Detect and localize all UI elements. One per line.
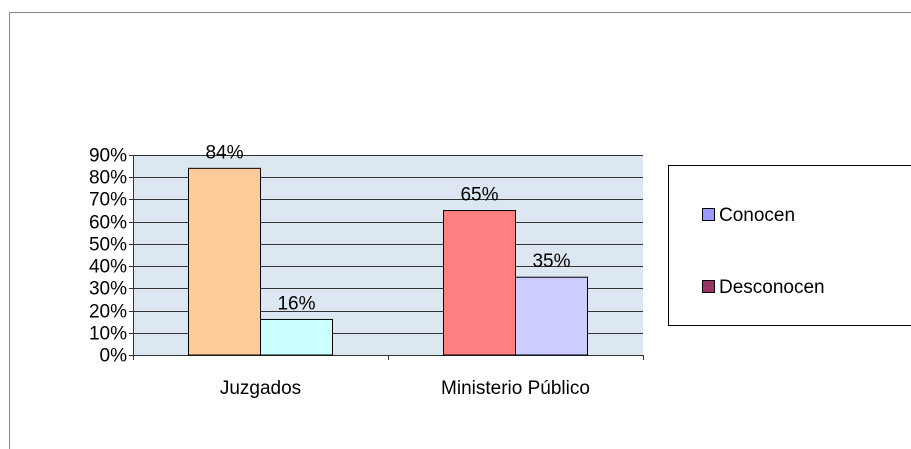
x-tick-label: Ministerio Público — [441, 378, 590, 399]
value-label: 16% — [277, 293, 315, 314]
bar — [260, 318, 333, 356]
y-tick-label: 10% — [89, 324, 127, 345]
legend-label: Conocen — [719, 205, 795, 226]
y-tick-label: 50% — [89, 235, 127, 256]
bar — [443, 210, 516, 356]
legend-swatch — [702, 208, 715, 221]
bar — [515, 276, 588, 356]
value-label: 35% — [532, 251, 570, 272]
y-tick-label: 20% — [89, 302, 127, 323]
value-label: 84% — [205, 142, 243, 163]
y-tick-label: 70% — [89, 190, 127, 211]
y-tick-label: 30% — [89, 279, 127, 300]
x-tick-label: Juzgados — [220, 378, 301, 399]
y-tick-label: 90% — [89, 146, 127, 167]
y-tick-label: 60% — [89, 213, 127, 234]
bar — [188, 167, 261, 356]
value-label: 65% — [460, 185, 498, 206]
legend-swatch — [702, 280, 715, 293]
legend-label: Desconocen — [719, 277, 825, 298]
y-tick-label: 80% — [89, 168, 127, 189]
legend — [668, 165, 911, 326]
y-tick-label: 0% — [100, 346, 128, 367]
y-tick-label: 40% — [89, 257, 127, 278]
